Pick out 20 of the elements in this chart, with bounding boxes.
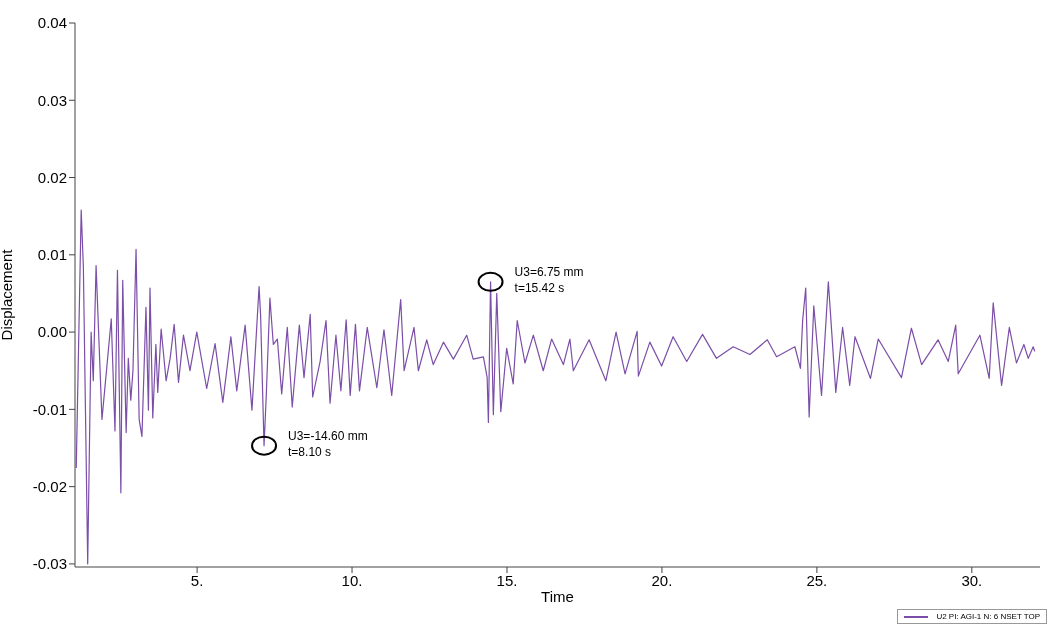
annotation: U3=-14.60 mm t=8.10 s bbox=[288, 428, 368, 459]
y-tick-label: 0.03 bbox=[37, 91, 67, 109]
x-tick-label: 10. bbox=[341, 571, 363, 589]
y-tick-label: 0.02 bbox=[37, 168, 67, 186]
annotation: U3=6.75 mm t=15.42 s bbox=[514, 264, 584, 295]
x-tick-label: 25. bbox=[806, 571, 828, 589]
y-tick-label: -0.02 bbox=[32, 477, 67, 495]
y-tick-label: -0.03 bbox=[32, 555, 67, 573]
x-axis-title: Time bbox=[541, 588, 574, 605]
y-tick-label: 0.04 bbox=[37, 14, 67, 32]
legend-label: U2 PI: AGI-1 N: 6 NSET TOP bbox=[936, 612, 1040, 621]
y-tick-label: 0.00 bbox=[37, 323, 67, 341]
y-tick-label: -0.01 bbox=[32, 400, 67, 418]
x-tick-label: 30. bbox=[961, 571, 983, 589]
line-series bbox=[75, 209, 1036, 565]
x-tick-label: 20. bbox=[651, 571, 673, 589]
x-tick-label: 15. bbox=[496, 571, 518, 589]
y-tick-label: 0.01 bbox=[37, 246, 67, 264]
y-axis-title: Displacement bbox=[0, 248, 16, 341]
x-tick-label: 5. bbox=[190, 571, 204, 589]
